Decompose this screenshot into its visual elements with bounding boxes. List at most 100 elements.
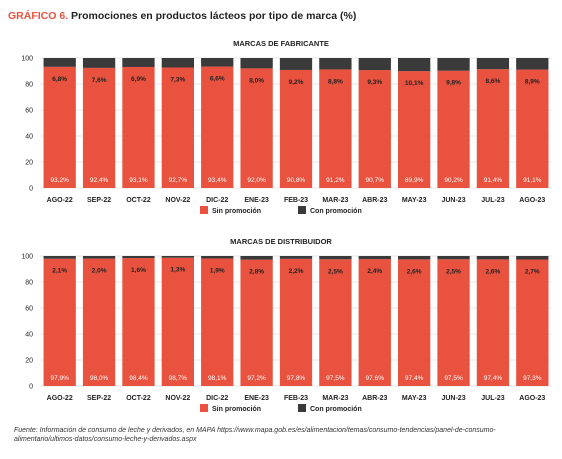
data-label-con: 2,5% [446, 268, 461, 275]
bar-con-promocion [161, 256, 194, 258]
bar-sin-promocion [476, 69, 510, 188]
bar-sin-promocion [82, 67, 116, 188]
x-tick-label: ABR-23 [362, 395, 387, 402]
data-label-con: 1,6% [131, 267, 146, 274]
y-tick-label: 20 [25, 160, 33, 167]
data-label-sin: 98,0% [90, 375, 109, 382]
bar-con-promocion [398, 58, 431, 72]
x-tick-label: MAY-23 [402, 395, 427, 402]
bar-sin-promocion [476, 259, 510, 386]
data-label-con: 9,8% [446, 80, 461, 87]
x-tick-label: FEB-23 [284, 395, 308, 402]
x-tick-label: MAR-23 [322, 395, 348, 402]
bar-con-promocion [122, 58, 155, 67]
chart-title: MARCAS DE DISTRIBUIDOR [230, 237, 332, 246]
data-label-sin: 97,4% [484, 375, 503, 382]
data-label-con: 9,3% [367, 79, 382, 86]
data-label-con: 6,9% [131, 76, 146, 83]
bar-con-promocion [201, 256, 234, 259]
data-label-sin: 98,7% [169, 375, 188, 382]
data-label-con: 8,8% [328, 78, 343, 85]
data-label-sin: 90,2% [444, 177, 463, 184]
x-tick-label: SEP-22 [87, 395, 111, 402]
legend-swatch-con [298, 206, 306, 214]
data-label-con: 2,5% [328, 268, 343, 275]
chart-title: MARCAS DE FABRICANTE [233, 39, 329, 48]
legend-label-con: Con promoción [310, 208, 362, 215]
data-label-con: 10,1% [405, 80, 424, 87]
data-label-sin: 97,9% [50, 375, 69, 382]
bar-sin-promocion [516, 69, 549, 188]
data-label-sin: 93,4% [208, 177, 227, 184]
bar-sin-promocion [319, 69, 352, 188]
data-label-con: 8,9% [525, 79, 540, 86]
data-label-con: 7,3% [170, 76, 185, 83]
bar-sin-promocion [437, 70, 470, 188]
bar-sin-promocion [82, 258, 116, 386]
y-tick-label: 60 [25, 108, 33, 115]
data-label-sin: 98,4% [129, 375, 148, 382]
y-tick-label: 100 [21, 56, 33, 63]
bar-con-promocion [358, 58, 391, 71]
bar-sin-promocion [43, 66, 76, 188]
bar-sin-promocion [398, 259, 431, 386]
bar-con-promocion [398, 256, 431, 260]
data-label-con: 2,0% [92, 268, 107, 275]
bar-sin-promocion [398, 71, 431, 188]
data-label-con: 2,2% [289, 268, 304, 275]
x-tick-label: NOV-22 [165, 395, 190, 402]
figure-label: GRÁFICO 6. [8, 10, 69, 22]
data-label-con: 2,7% [525, 269, 540, 276]
bar-con-promocion [122, 256, 155, 259]
x-tick-label: AGO-23 [519, 197, 545, 204]
data-label-sin: 97,5% [444, 375, 463, 382]
data-label-sin: 89,9% [405, 177, 424, 184]
bar-sin-promocion [240, 68, 273, 188]
figure-title-text: Promociones en productos lácteos por tip… [71, 10, 357, 22]
bar-con-promocion [319, 256, 352, 260]
bar-sin-promocion [279, 258, 313, 386]
data-label-con: 2,1% [52, 268, 67, 275]
chart-marcas-distribuidor: MARCAS DE DISTRIBUIDOR 0 20 40 60 80 100 97,9% 2… [21, 237, 552, 413]
bar-sin-promocion [358, 259, 391, 386]
x-tick-label: ABR-23 [362, 197, 387, 204]
x-tick-label: ENE-23 [244, 395, 269, 402]
x-tick-label: MAR-23 [322, 197, 348, 204]
data-label-con: 6,8% [52, 76, 67, 83]
data-label-con: 8,6% [486, 78, 501, 85]
bar-sin-promocion [122, 258, 155, 386]
data-label-sin: 97,6% [366, 375, 385, 382]
data-label-sin: 93,1% [129, 177, 148, 184]
data-label-sin: 97,5% [326, 375, 345, 382]
data-label-sin: 98,1% [208, 375, 227, 382]
bar-con-promocion [319, 58, 352, 70]
bar-sin-promocion [122, 66, 155, 188]
bar-con-promocion [476, 58, 510, 70]
x-tick-label: OCT-22 [126, 395, 151, 402]
bar-con-promocion [43, 256, 76, 259]
data-label-con: 2,4% [367, 268, 382, 275]
chart-marcas-fabricante: MARCAS DE FABRICANTE 0 20 40 60 80 100 93,2% 6,8… [21, 39, 552, 215]
legend-swatch-sin [200, 404, 208, 412]
bar-sin-promocion [319, 259, 352, 386]
bar-con-promocion [437, 256, 470, 260]
legend-label-sin: Sin promoción [212, 208, 261, 215]
bar-con-promocion [437, 58, 470, 71]
figure-title: GRÁFICO 6. Promociones en productos láct… [8, 10, 356, 22]
legend-label-con: Con promoción [310, 406, 362, 413]
bar-con-promocion [516, 256, 549, 260]
y-tick-label: 80 [25, 82, 33, 89]
y-tick-label: 80 [25, 280, 33, 287]
bar-con-promocion [240, 58, 273, 69]
data-label-con: 1,3% [170, 267, 185, 274]
bar-con-promocion [279, 58, 313, 70]
x-tick-label: SEP-22 [87, 197, 111, 204]
data-label-sin: 93,2% [50, 177, 69, 184]
bar-con-promocion [516, 58, 549, 70]
x-tick-label: OCT-22 [126, 197, 151, 204]
y-tick-label: 40 [25, 134, 33, 141]
data-label-sin: 92,4% [90, 177, 109, 184]
data-label-sin: 97,4% [405, 375, 424, 382]
data-label-sin: 97,3% [523, 375, 542, 382]
x-tick-label: DIC-22 [206, 395, 228, 402]
